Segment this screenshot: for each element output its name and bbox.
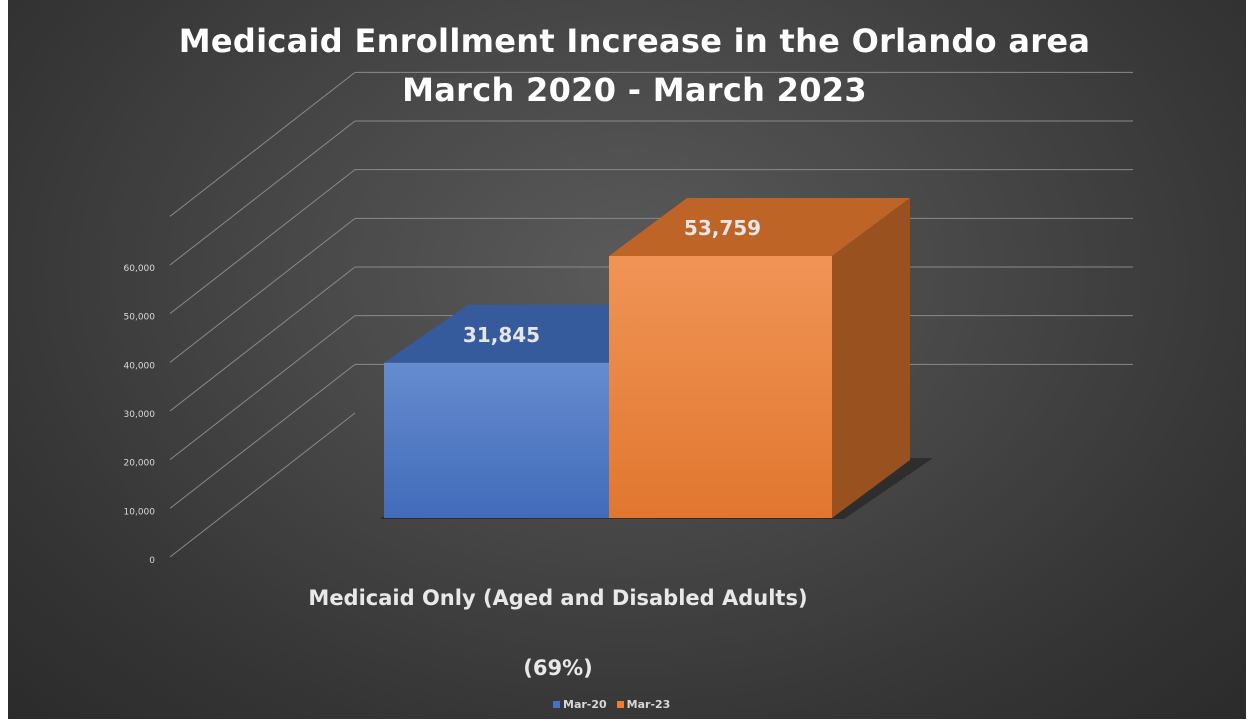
gridline-diagonal bbox=[169, 120, 356, 266]
legend-swatch-mar-23 bbox=[616, 701, 624, 708]
legend-label-mar-20: Mar-20 bbox=[563, 698, 607, 711]
y-tick-label: 10,000 bbox=[124, 507, 156, 517]
legend-label-mar-23: Mar-23 bbox=[626, 698, 671, 711]
y-tick-label: 30,000 bbox=[124, 410, 156, 420]
chart-plot: 0 10,000 20,000 30,000 40,000 50,000 60,000 31,… bbox=[124, 71, 1133, 566]
legend-swatch-mar-20 bbox=[553, 701, 560, 708]
bar-front-mar-20 bbox=[384, 362, 609, 518]
bar-front-mar-23 bbox=[609, 256, 832, 518]
gridline-diagonal bbox=[169, 412, 356, 558]
y-tick-label: 0 bbox=[149, 556, 155, 566]
y-tick-label: 20,000 bbox=[124, 459, 156, 469]
y-tick-label: 40,000 bbox=[124, 361, 156, 371]
gridline-diagonal bbox=[169, 363, 356, 509]
chart-subtitle: March 2020 - March 2023 bbox=[402, 71, 867, 109]
legend-item-mar-20: Mar-20 bbox=[553, 698, 607, 711]
chart-title: Medicaid Enrollment Increase in the Orla… bbox=[178, 22, 1091, 60]
y-tick-label: 60,000 bbox=[124, 264, 156, 274]
gridline-diagonal bbox=[169, 217, 356, 363]
gridline-diagonal bbox=[169, 266, 356, 412]
gridline-diagonal bbox=[169, 71, 356, 217]
category-note: (69%) bbox=[523, 656, 593, 680]
y-tick-label: 50,000 bbox=[124, 313, 156, 323]
data-label-mar-20: 31,845 bbox=[463, 323, 540, 347]
bar-top-mar-23 bbox=[609, 198, 910, 256]
category-label: Medicaid Only (Aged and Disabled Adults) bbox=[308, 586, 808, 610]
bar-side-mar-23 bbox=[832, 198, 910, 518]
legend-item-mar-23: Mar-23 bbox=[616, 698, 671, 711]
legend: Mar-20 Mar-23 bbox=[553, 698, 670, 711]
chart-area: Medicaid Enrollment Increase in the Orla… bbox=[8, 0, 1246, 719]
data-label-mar-23: 53,759 bbox=[684, 216, 761, 240]
gridline-diagonal bbox=[169, 169, 356, 315]
gridline-diagonal bbox=[169, 315, 356, 461]
